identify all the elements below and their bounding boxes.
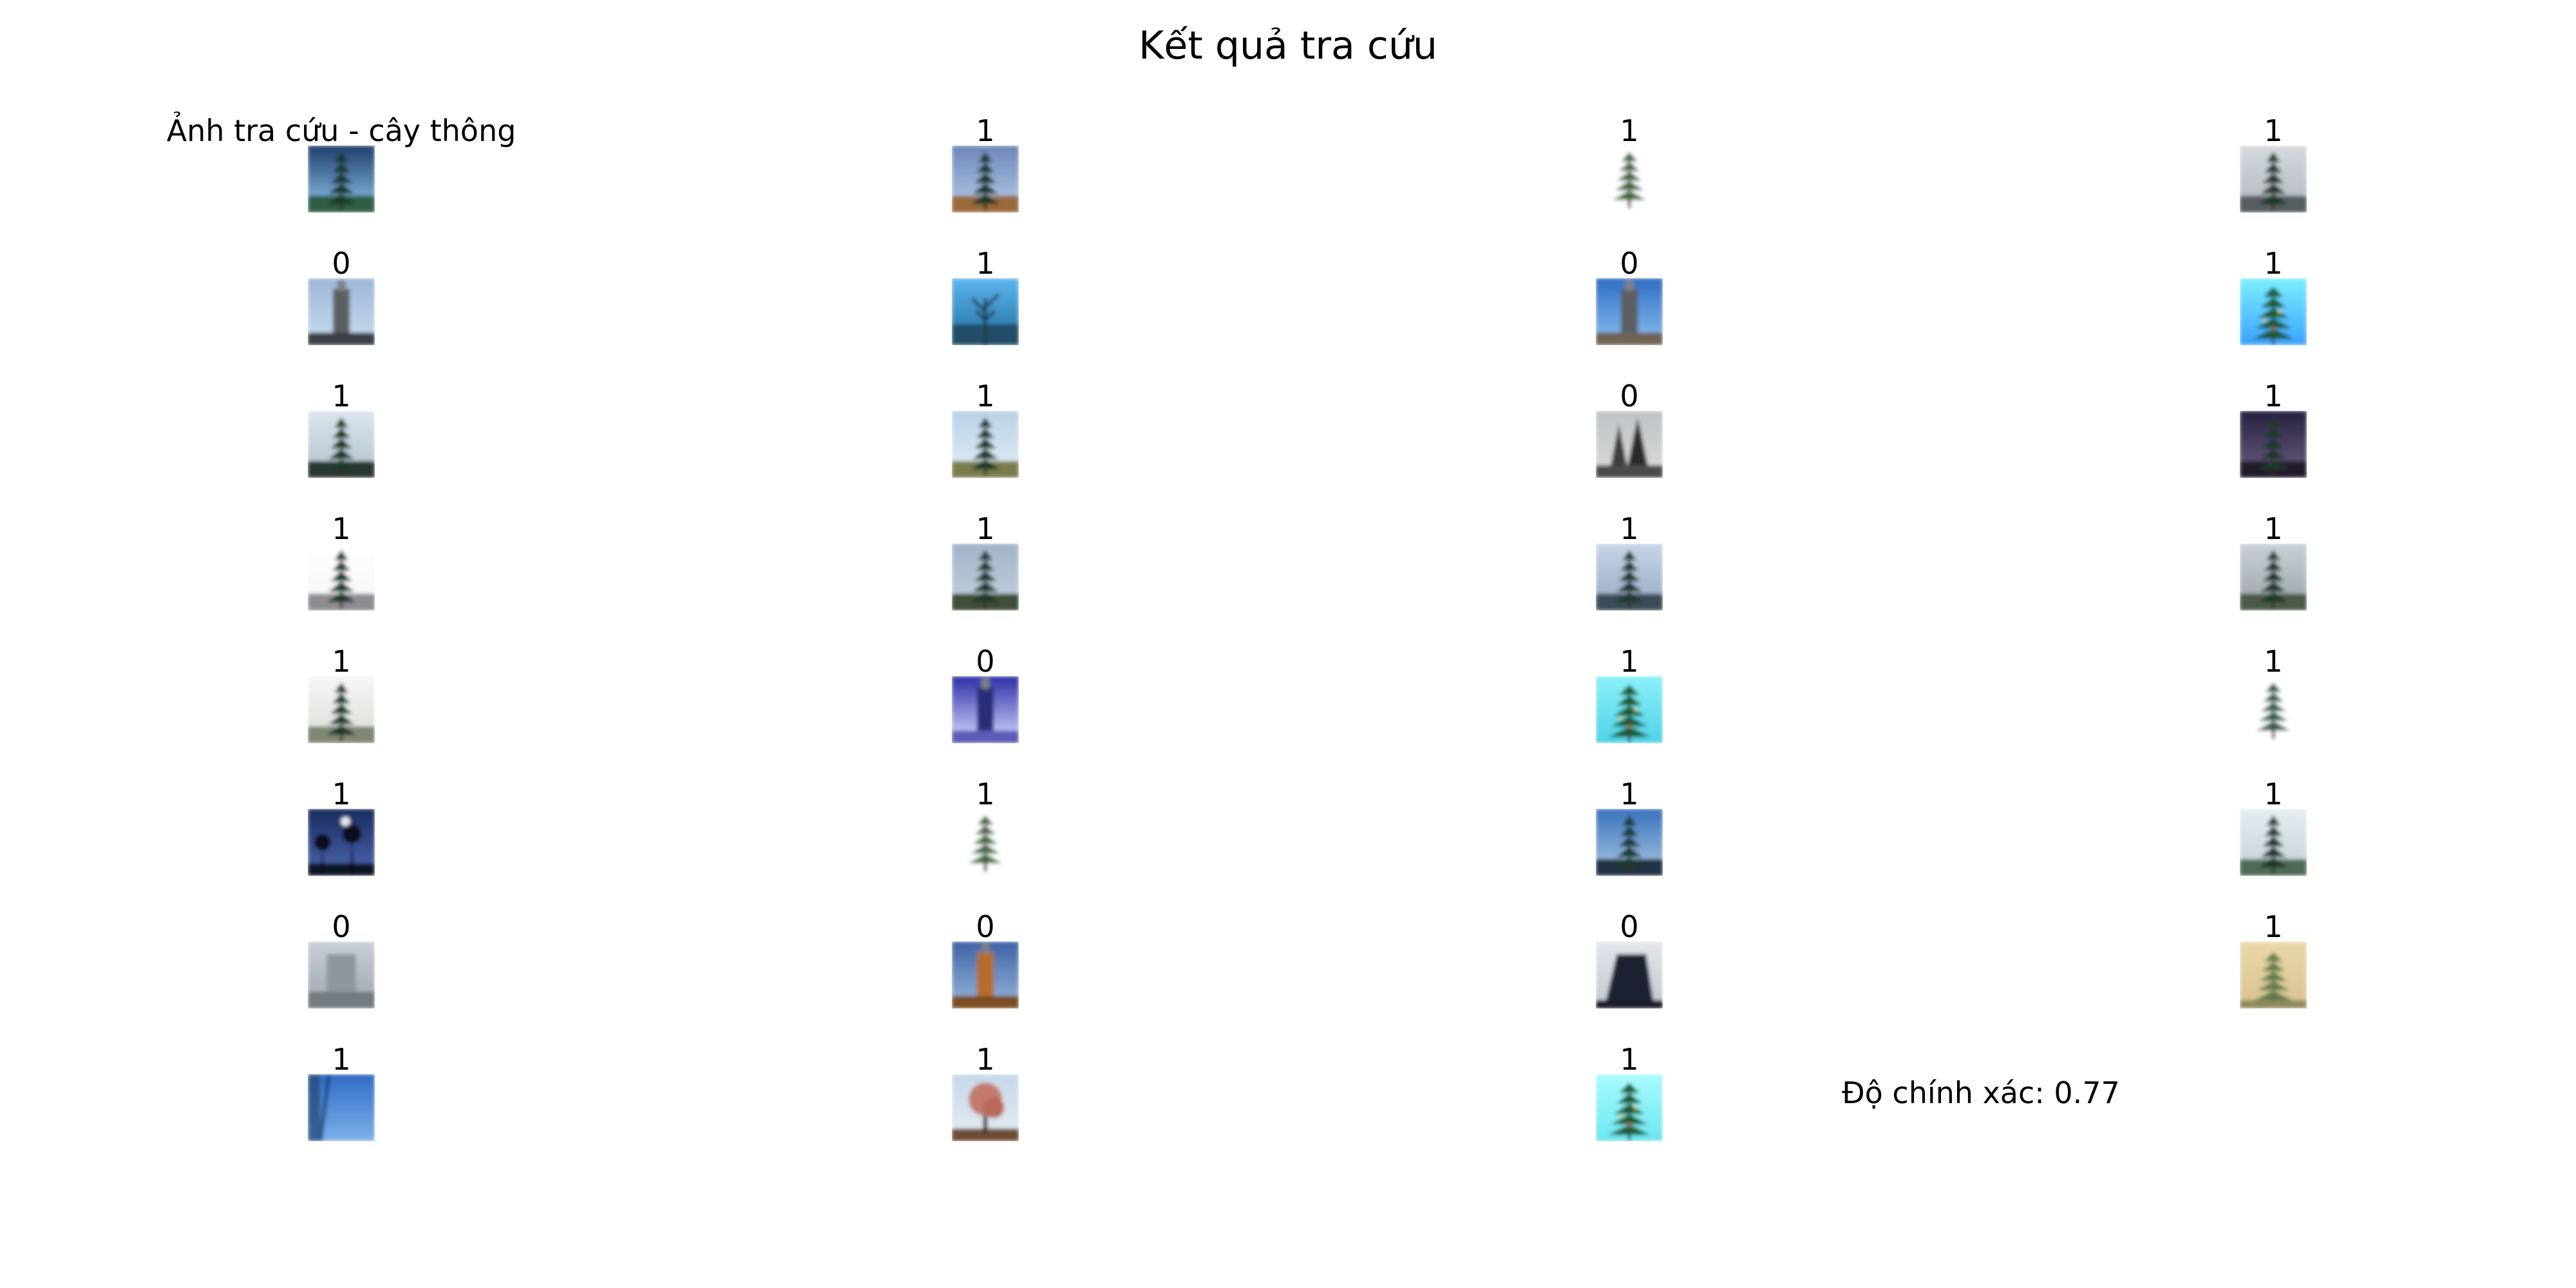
result-cell: 1 (2016, 513, 2531, 641)
result-label: 1 (1620, 777, 1639, 811)
result-image (952, 146, 1019, 213)
result-label: 0 (1620, 909, 1639, 944)
result-image (1596, 411, 1663, 478)
result-image (308, 411, 375, 478)
result-image (1596, 1074, 1663, 1141)
result-image (1596, 809, 1663, 876)
result-cell: 1 (2016, 645, 2531, 774)
result-label: 1 (2264, 113, 2283, 148)
result-cell: 1 (84, 645, 599, 774)
result-label: 1 (976, 1042, 995, 1077)
result-image (952, 676, 1019, 743)
figure-title: Kết quả tra cứu (1139, 23, 1437, 68)
result-label: 1 (332, 379, 351, 413)
result-cell: 1 (1372, 645, 1887, 774)
result-cell: 1 (1372, 115, 1887, 243)
result-cell: 1 (728, 247, 1243, 376)
result-image (308, 278, 375, 345)
result-image (308, 809, 375, 876)
result-cell: 1 (84, 778, 599, 907)
result-label: 1 (976, 246, 995, 281)
result-image (1596, 544, 1663, 611)
result-label: 1 (976, 113, 995, 148)
result-cell: 0 (1372, 380, 1887, 509)
result-image (952, 942, 1019, 1009)
result-image (308, 942, 375, 1009)
result-image (2240, 676, 2307, 743)
result-image (1596, 942, 1663, 1009)
result-cell: 1 (728, 1043, 1243, 1172)
result-label: 0 (1620, 246, 1639, 281)
result-cell: 1 (728, 778, 1243, 907)
result-label: 1 (1620, 511, 1639, 546)
result-label: 0 (332, 909, 351, 944)
result-image (2240, 146, 2307, 213)
result-cell: 1 (84, 380, 599, 509)
result-label: 1 (2264, 511, 2283, 546)
result-cell: 1 (728, 380, 1243, 509)
result-image (952, 809, 1019, 876)
result-label: 1 (1620, 113, 1639, 148)
result-cell: 1 (2016, 778, 2531, 907)
accuracy-text: Độ chính xác: 0.77 (1842, 1075, 2120, 1110)
result-cell: 1 (1372, 1043, 1887, 1172)
result-label: 1 (332, 644, 351, 679)
result-image (1596, 278, 1663, 345)
result-image (952, 544, 1019, 611)
result-image (952, 411, 1019, 478)
result-image (2240, 809, 2307, 876)
result-label: 0 (1620, 379, 1639, 413)
result-cell: 0 (728, 911, 1243, 1039)
query-label: Ảnh tra cứu - cây thông (166, 113, 516, 148)
result-label: 1 (2264, 777, 2283, 811)
result-image (952, 1074, 1019, 1141)
result-label: 1 (1620, 1042, 1639, 1077)
result-image (2240, 942, 2307, 1009)
result-image (1596, 146, 1663, 213)
result-label: 1 (332, 777, 351, 811)
result-cell: 1 (2016, 247, 2531, 376)
result-label: 0 (976, 909, 995, 944)
result-image (308, 544, 375, 611)
result-cell: 1 (1372, 513, 1887, 641)
result-label: 1 (2264, 379, 2283, 413)
result-cell: 1 (2016, 115, 2531, 243)
query-image (308, 146, 375, 213)
result-cell: 1 (1372, 778, 1887, 907)
result-label: 1 (2264, 246, 2283, 281)
result-cell: 1 (84, 1043, 599, 1172)
result-image (1596, 676, 1663, 743)
result-label: 1 (332, 511, 351, 546)
result-label: 1 (1620, 644, 1639, 679)
result-label: 1 (976, 777, 995, 811)
result-label: 1 (2264, 644, 2283, 679)
result-label: 1 (976, 511, 995, 546)
result-image (2240, 411, 2307, 478)
result-image (2240, 278, 2307, 345)
result-label: 0 (976, 644, 995, 679)
result-label: 1 (976, 379, 995, 413)
result-label: 0 (332, 246, 351, 281)
result-cell: 0 (1372, 911, 1887, 1039)
result-image (308, 676, 375, 743)
result-cell: 0 (84, 911, 599, 1039)
result-cell: 1 (728, 115, 1243, 243)
result-cell: 1 (728, 513, 1243, 641)
result-label: 1 (2264, 909, 2283, 944)
result-image (2240, 544, 2307, 611)
query-cell: Ảnh tra cứu - cây thông (84, 115, 599, 243)
result-image (308, 1074, 375, 1141)
result-cell: 1 (2016, 380, 2531, 509)
result-cell: 0 (84, 247, 599, 376)
result-cell: 1 (2016, 911, 2531, 1039)
result-label: 1 (332, 1042, 351, 1077)
result-cell: 1 (84, 513, 599, 641)
result-cell: 0 (728, 645, 1243, 774)
result-image (952, 278, 1019, 345)
result-cell: 0 (1372, 247, 1887, 376)
